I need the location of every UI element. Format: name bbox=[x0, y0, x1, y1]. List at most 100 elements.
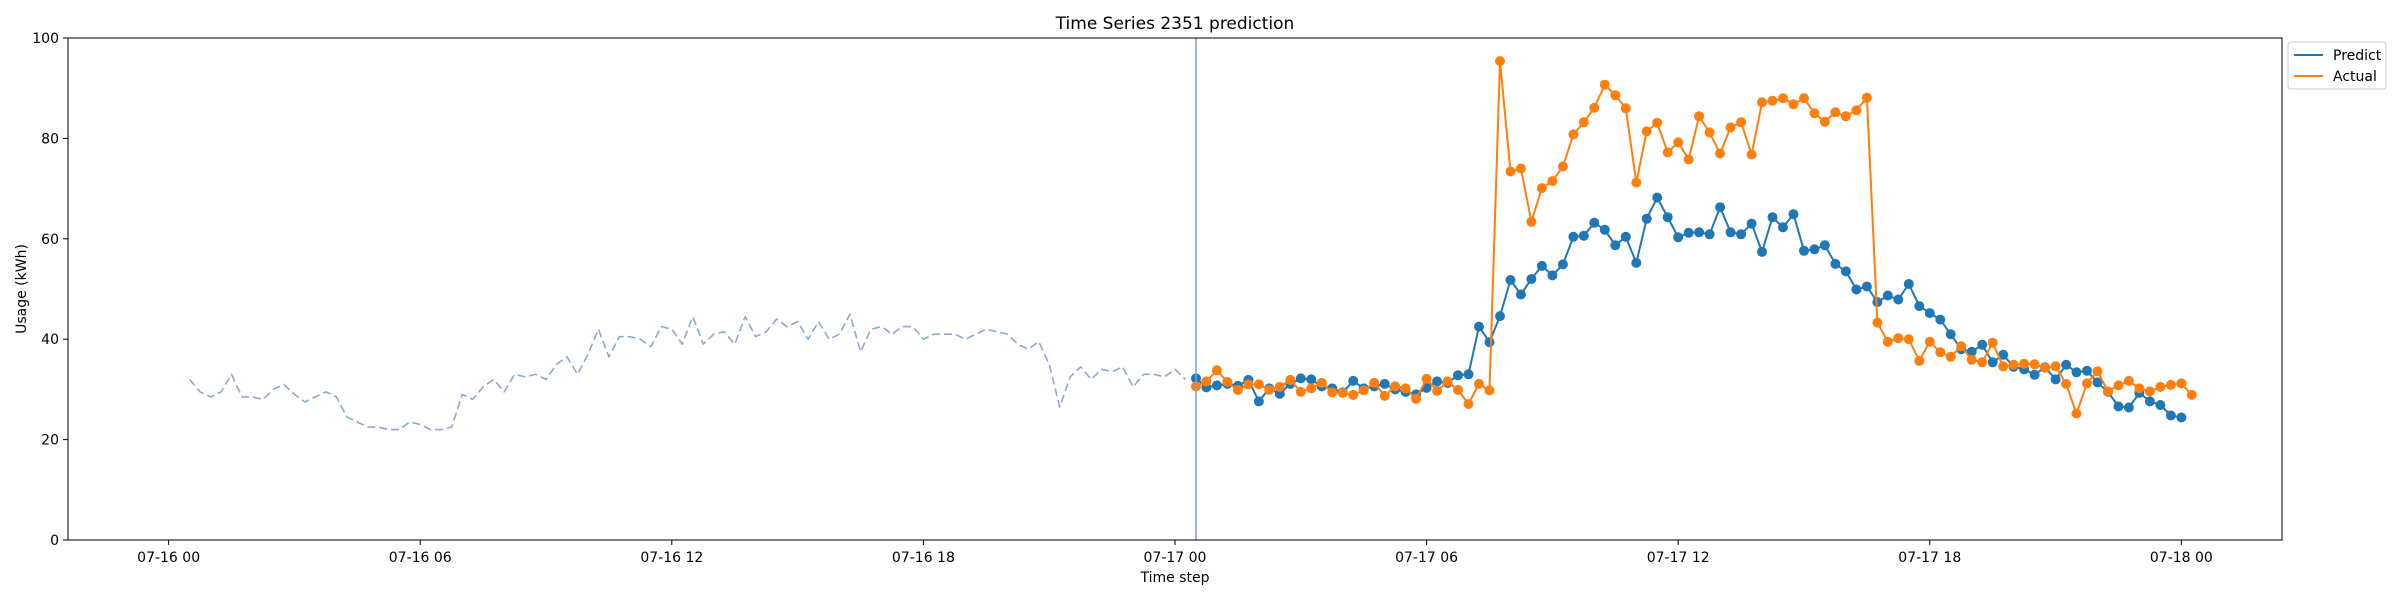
series-actual-point bbox=[2061, 378, 2072, 389]
series-predict-point bbox=[1924, 308, 1935, 319]
series-predict-point bbox=[1725, 227, 1736, 238]
series-predict-point bbox=[1578, 230, 1589, 241]
series-actual-point bbox=[1872, 317, 1883, 328]
series-actual-point bbox=[1631, 177, 1642, 188]
series-predict-point bbox=[1610, 240, 1621, 251]
series-actual-point bbox=[1274, 381, 1285, 392]
series-actual-point bbox=[1851, 105, 1862, 116]
series-actual-point bbox=[1306, 383, 1317, 394]
series-actual-point bbox=[1715, 148, 1726, 159]
series-predict-point bbox=[1505, 275, 1516, 285]
series-predict-point bbox=[1463, 369, 1474, 380]
series-predict-point bbox=[1809, 244, 1820, 255]
series-actual-point bbox=[1463, 399, 1474, 409]
series-predict-point bbox=[1652, 192, 1663, 203]
series-actual-point bbox=[2123, 375, 2134, 386]
series-predict-point bbox=[1767, 212, 1778, 223]
series-actual-point bbox=[1411, 393, 1422, 404]
series-actual-point bbox=[1736, 117, 1747, 128]
series-actual-point bbox=[1495, 56, 1505, 67]
series-predict-point bbox=[1694, 227, 1705, 238]
series-actual-point bbox=[1830, 107, 1841, 118]
series-actual-point bbox=[1662, 147, 1673, 158]
series-actual-point bbox=[1243, 379, 1254, 390]
chart-title: Time Series 2351 prediction bbox=[1055, 14, 1295, 34]
series-actual-point bbox=[1725, 122, 1736, 133]
y-tick-label: 80 bbox=[41, 131, 59, 147]
series-predict-point bbox=[1757, 246, 1767, 257]
series-actual-point bbox=[1620, 103, 1631, 114]
series-predict-point bbox=[1673, 232, 1684, 243]
series-predict-point bbox=[1977, 339, 1988, 350]
series-actual-point bbox=[1977, 357, 1988, 368]
series-actual-point bbox=[1316, 377, 1327, 388]
y-tick-label: 60 bbox=[41, 232, 59, 248]
series-predict-point bbox=[1274, 388, 1285, 399]
series-actual-line bbox=[1195, 60, 2193, 415]
series-actual-point bbox=[1956, 341, 1967, 352]
series-predict-point bbox=[2155, 400, 2166, 410]
series-actual-point bbox=[1232, 384, 1243, 395]
x-axis-title: Time step bbox=[1140, 570, 1210, 586]
series-actual-point bbox=[1295, 386, 1306, 397]
y-axis-title: Usage (kWh) bbox=[14, 244, 30, 334]
series-actual-point bbox=[1201, 376, 1212, 387]
legend-actual-label: Actual bbox=[2333, 69, 2377, 85]
series-predict-point bbox=[1379, 378, 1390, 389]
series-actual-point bbox=[1264, 384, 1275, 395]
series-actual-point bbox=[2029, 359, 2040, 370]
series-actual-point bbox=[2082, 378, 2092, 389]
series-actual-point bbox=[2008, 359, 2019, 370]
series-actual-point bbox=[1599, 79, 1610, 90]
x-tick-label: 07-17 00 bbox=[1144, 550, 1207, 566]
y-tick-label: 0 bbox=[50, 533, 59, 549]
series-predict-point bbox=[1914, 301, 1925, 312]
series-actual-point bbox=[1673, 137, 1684, 148]
plot-area bbox=[188, 38, 2197, 540]
x-tick-label: 07-17 06 bbox=[1395, 550, 1458, 566]
series-predict-point bbox=[1893, 294, 1904, 305]
series-predict-point bbox=[1568, 231, 1579, 242]
series-actual-point bbox=[1285, 374, 1296, 385]
series-predict-point bbox=[1526, 274, 1537, 284]
series-actual-point bbox=[1432, 385, 1443, 396]
plot-frame bbox=[67, 37, 2283, 541]
series-predict-point bbox=[1432, 376, 1443, 387]
series-actual-point bbox=[1578, 117, 1589, 128]
series-predict-point bbox=[1557, 259, 1568, 270]
series-actual-point bbox=[1882, 336, 1893, 347]
series-predict-point bbox=[1861, 281, 1872, 292]
series-actual-point bbox=[1400, 383, 1411, 394]
series-actual-point bbox=[1987, 337, 1998, 348]
series-actual-point bbox=[1453, 384, 1463, 395]
series-predict-point bbox=[1966, 346, 1977, 357]
series-predict-point bbox=[1799, 245, 1809, 256]
series-predict-point bbox=[1819, 240, 1830, 251]
x-tick-label: 07-18 00 bbox=[2150, 550, 2213, 566]
series-actual-point bbox=[1327, 387, 1338, 398]
series-predict-point bbox=[1306, 374, 1317, 385]
series-predict-point bbox=[1295, 373, 1306, 384]
series-actual-point bbox=[2103, 386, 2113, 397]
series-actual-point bbox=[2176, 378, 2187, 389]
series-predict-point bbox=[1746, 218, 1757, 229]
series-predict-point bbox=[1547, 270, 1558, 281]
series-actual-point bbox=[2050, 361, 2061, 372]
series-actual-point bbox=[1840, 111, 1851, 122]
series-actual-point bbox=[1505, 166, 1516, 177]
series-actual-point bbox=[1536, 183, 1547, 194]
y-tick-label: 100 bbox=[32, 31, 59, 47]
series-actual-point bbox=[1683, 154, 1694, 165]
series-actual-point bbox=[1652, 117, 1663, 128]
series-actual-point bbox=[1799, 93, 1809, 104]
series-actual-point bbox=[2092, 366, 2103, 377]
y-tick-label: 20 bbox=[41, 433, 59, 449]
series-actual-point bbox=[1924, 336, 1935, 347]
series-predict-point bbox=[2082, 365, 2092, 376]
series-actual-point bbox=[2134, 383, 2145, 394]
series-actual-point bbox=[1442, 376, 1453, 387]
series-predict-point bbox=[2071, 367, 2082, 378]
x-tick-label: 07-16 18 bbox=[892, 550, 955, 566]
series-predict-point bbox=[1830, 258, 1841, 269]
series-actual-point bbox=[1861, 92, 1872, 103]
